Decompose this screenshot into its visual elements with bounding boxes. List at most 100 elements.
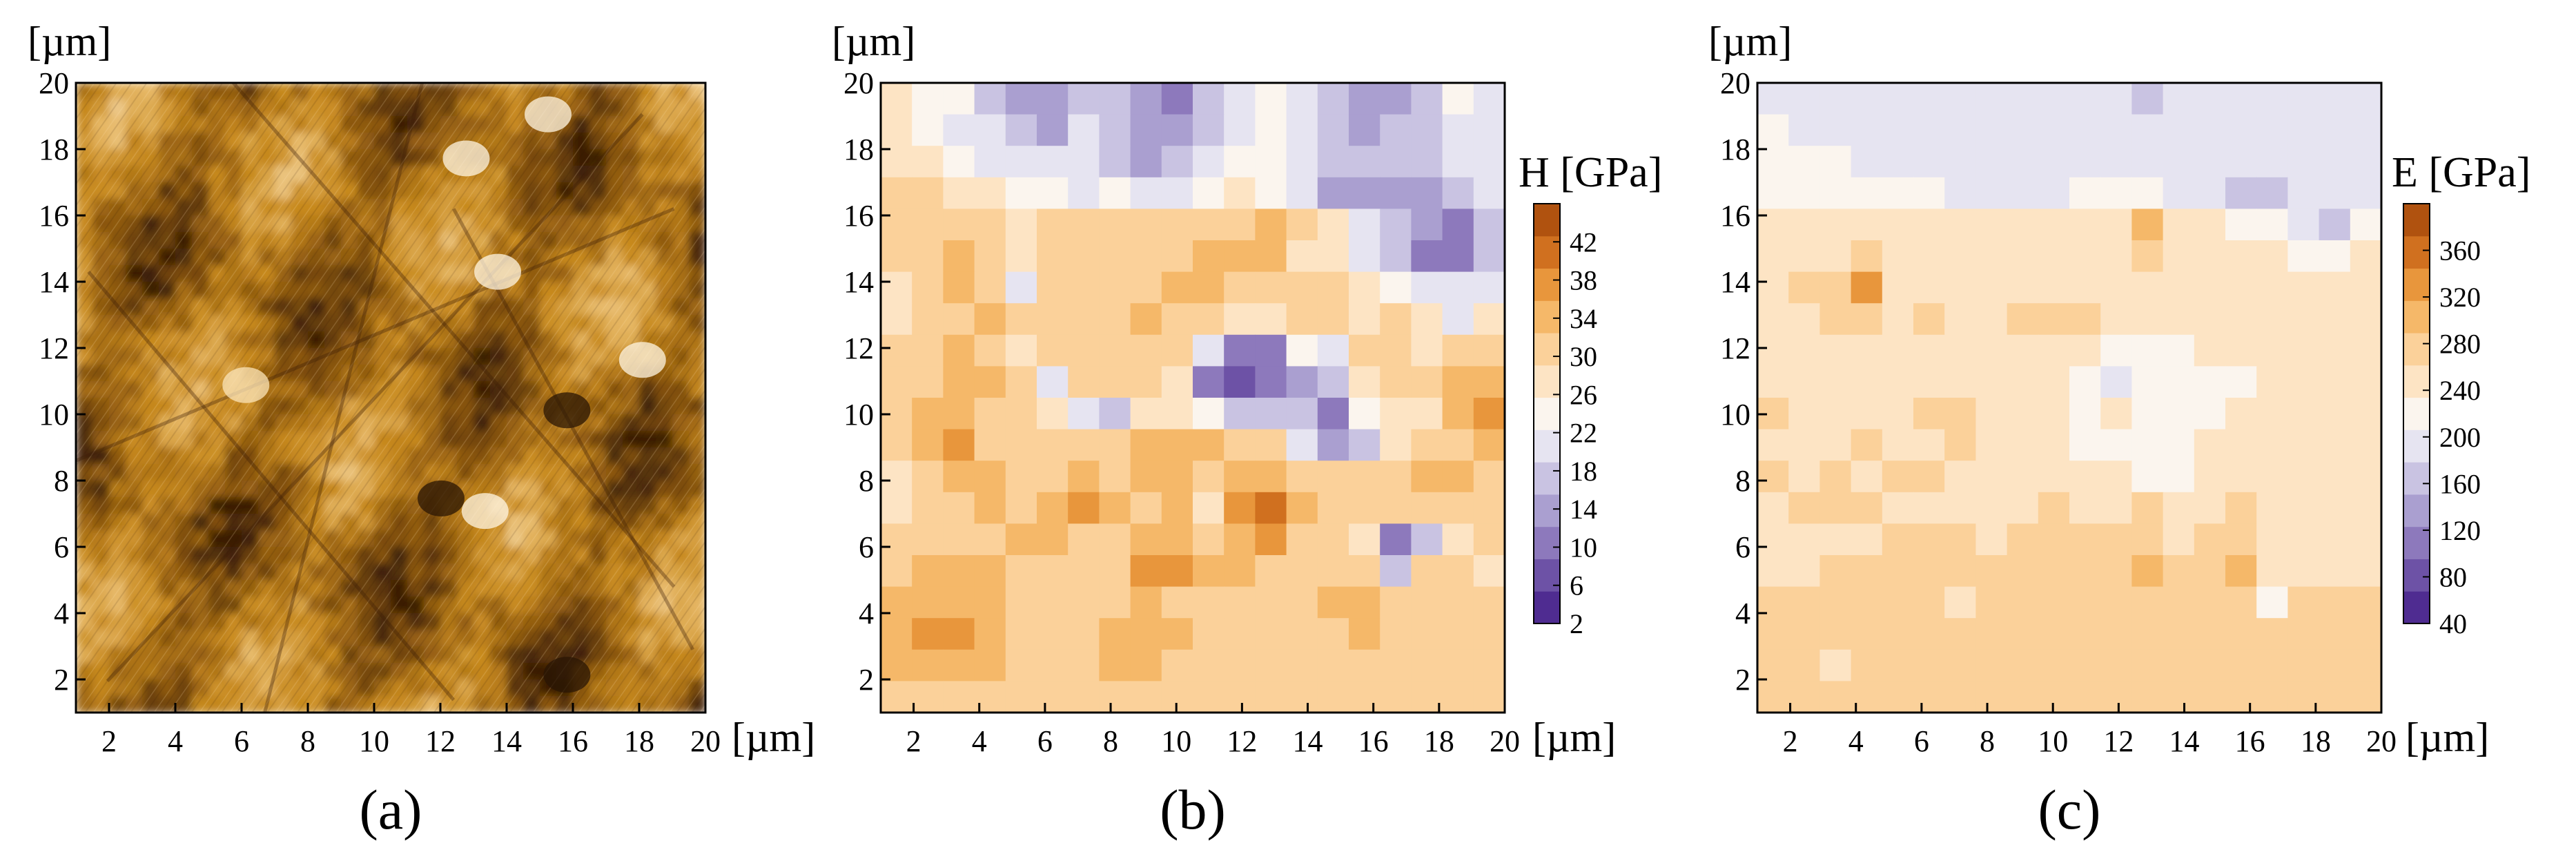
heatmap-cell [1442,523,1474,556]
heatmap-cell [1788,146,1820,178]
heatmap-cell [1851,586,1883,619]
y-tick-label: 20 [1720,66,1750,100]
heatmap-cell [1317,649,1349,681]
heatmap-cell [1442,398,1474,430]
heatmap-cell [1349,240,1380,273]
heatmap-cell [1130,523,1162,556]
heatmap-cell [2100,681,2132,713]
heatmap-cell [1882,146,1914,178]
y-tick-label: 6 [54,530,69,564]
heatmap-cell [1473,586,1505,619]
heatmap-cell [1380,334,1412,367]
heatmap-cell [2007,271,2039,304]
heatmap-cell [1975,271,2008,304]
heatmap-cell [1819,618,1852,650]
heatmap-cell [1255,240,1287,273]
heatmap-cell [912,618,944,650]
heatmap-cell [2287,523,2320,556]
heatmap-cell [2163,271,2195,304]
heatmap-cell [1788,523,1820,556]
heatmap-cell [2100,114,2132,146]
y-tick-label: 10 [1720,398,1750,432]
heatmap-cell [2350,83,2381,115]
heatmap-cell [1349,555,1380,588]
heatmap-cell [1068,555,1100,588]
heatmap-cell [2225,649,2257,681]
heatmap-cell [1037,492,1069,524]
heatmap-cell [1037,398,1069,430]
heatmap-cell [1882,271,1914,304]
heatmap-cell [1380,681,1412,713]
heatmap-cell [1161,303,1193,336]
heatmap-cell [1788,555,1820,588]
heatmap-cell [912,555,944,588]
heatmap-cell [1411,492,1443,524]
heatmap-cell [2100,555,2132,588]
heatmap-cell [2350,461,2381,493]
panel-a-label: (a) [359,778,422,841]
heatmap-cell [1819,177,1852,209]
heatmap-cell [1380,618,1412,650]
heatmap-cell [1882,618,1914,650]
heatmap-cell [1944,366,1976,398]
heatmap-cell [1317,461,1349,493]
heatmap-cell [1442,177,1474,209]
panel-c-colorbar-title: E [GPa] [2392,149,2530,196]
heatmap-cell [2131,492,2164,524]
x-tick-label: 12 [425,724,456,758]
heatmap-cell [2038,303,2070,336]
heatmap-cell [2350,146,2381,178]
heatmap-cell [1913,209,1945,241]
x-tick-label: 18 [624,724,654,758]
heatmap-cell [1068,83,1100,115]
heatmap-cell [1757,429,1789,461]
heatmap-cell [881,83,913,115]
colorbar-swatch [1534,462,1560,495]
heatmap-cell [1411,114,1443,146]
heatmap-cell [2225,681,2257,713]
heatmap-cell [1913,555,1945,588]
heatmap-cell [1255,429,1287,461]
heatmap-cell [1286,461,1318,493]
heatmap-cell [1788,618,1820,650]
heatmap-cell [1286,240,1318,273]
heatmap-cell [1161,334,1193,367]
heatmap-cell [1913,146,1945,178]
heatmap-cell [1788,334,1820,367]
heatmap-cell [1757,177,1789,209]
heatmap-cell [2350,271,2381,304]
panel-b: 2 4 6 8 10 12 14 16 18 20 2 4 6 8 10 12 14 16 18 20 [µm] [µ… [832,19,1662,841]
heatmap-cell [1473,555,1505,588]
heatmap-cell [1882,555,1914,588]
heatmap-cell [2225,83,2257,115]
heatmap-cell [2256,681,2288,713]
heatmap-cell [1757,681,1789,713]
y-tick-label: 10 [39,398,69,432]
heatmap-cell [2319,146,2351,178]
heatmap-cell [1161,240,1193,273]
heatmap-cell [1193,555,1224,588]
x-tick-label: 6 [234,724,249,758]
heatmap-cell [2038,429,2070,461]
heatmap-cell [1819,429,1852,461]
heatmap-cell [2069,334,2101,367]
heatmap-cell [1442,618,1474,650]
heatmap-cell [2100,146,2132,178]
heatmap-cell [1473,240,1505,273]
y-tick-label: 16 [843,199,874,233]
heatmap-cell [2225,209,2257,241]
heatmap-cell [1851,146,1883,178]
heatmap-cell [1068,461,1100,493]
heatmap-cell [1851,240,1883,273]
heatmap-cell [1944,461,1976,493]
heatmap-cell [2100,334,2132,367]
heatmap-cell [1944,177,1976,209]
colorbar-tick-label: 2 [1570,608,1583,639]
heatmap-cell [2287,303,2320,336]
heatmap-cell [1005,461,1037,493]
heatmap-cell [2007,240,2039,273]
heatmap-cell [943,398,975,430]
heatmap-cell [2131,177,2164,209]
heatmap-cell [1975,681,2008,713]
